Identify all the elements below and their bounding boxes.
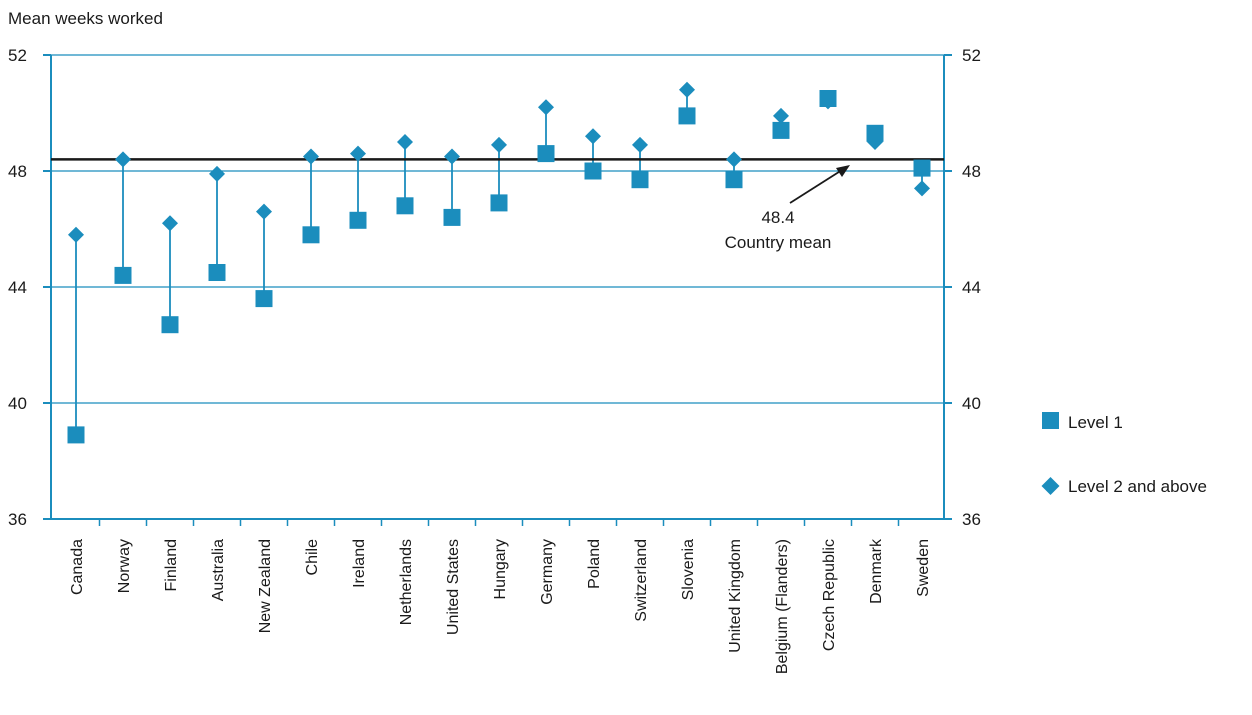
marker-level1-square xyxy=(114,266,132,284)
marker-level2-diamond xyxy=(491,136,507,153)
x-tick-label: Chile xyxy=(304,539,321,576)
y-tick-label-right: 40 xyxy=(962,394,981,413)
marker-level1-square xyxy=(913,159,931,177)
marker-level1-square xyxy=(396,197,414,215)
marker-level2-diamond xyxy=(397,134,413,150)
marker-level2-diamond xyxy=(726,151,742,168)
marker-level1-square xyxy=(631,171,649,189)
marker-level2-diamond xyxy=(303,148,319,165)
x-tick-label: Switzerland xyxy=(633,539,650,622)
marker-level2-diamond xyxy=(773,107,789,124)
marker-level1-square xyxy=(584,162,602,180)
y-tick-label-right: 52 xyxy=(962,46,981,65)
marker-level2-diamond xyxy=(632,136,648,153)
marker-level2-diamond xyxy=(585,128,601,145)
legend-square-icon xyxy=(1042,412,1059,429)
x-tick-label: Ireland xyxy=(351,539,368,588)
marker-level2-diamond xyxy=(162,215,178,232)
y-axis-title: Mean weeks worked xyxy=(8,9,163,28)
axes xyxy=(43,54,952,526)
gridlines xyxy=(51,54,944,404)
marker-level2-diamond xyxy=(679,81,695,98)
x-tick-label: Germany xyxy=(539,539,556,605)
marker-level1-square xyxy=(161,316,179,334)
x-tick-label: United States xyxy=(445,539,462,635)
legend: Level 1 Level 2 and above xyxy=(1041,412,1207,496)
y-tick-label-left: 40 xyxy=(8,394,27,413)
x-tick-label: Denmark xyxy=(868,538,885,604)
marker-level1-square xyxy=(819,90,837,107)
reference-line-group xyxy=(51,158,944,204)
marker-level2-diamond xyxy=(444,148,460,165)
marker-level1-square xyxy=(208,264,226,281)
tick-labels: 36 36 40 40 44 44 48 48 52 52 Canada Norway Finland A… xyxy=(8,46,981,674)
marker-level2-diamond xyxy=(538,99,554,116)
legend-label-level1: Level 1 xyxy=(1068,413,1123,432)
marker-level2-diamond xyxy=(209,165,225,182)
marker-level1-square xyxy=(725,171,743,189)
x-tick-label: New Zealand xyxy=(257,539,274,633)
legend-diamond-icon xyxy=(1041,477,1060,495)
x-tick-label: Hungary xyxy=(492,539,509,599)
marker-level1-square xyxy=(443,208,461,226)
reference-value-label: 48.4 xyxy=(761,208,794,227)
y-tick-label-left: 44 xyxy=(8,278,27,297)
marker-level2-diamond xyxy=(256,203,272,220)
y-tick-label-right: 44 xyxy=(962,278,981,297)
x-tick-label: Sweden xyxy=(915,539,932,597)
reference-text-label: Country mean xyxy=(725,233,832,252)
x-tick-label: United Kingdom xyxy=(727,539,744,653)
annotation-arrow-head xyxy=(836,165,850,177)
legend-label-level2: Level 2 and above xyxy=(1068,477,1207,496)
x-tick-label: Slovenia xyxy=(680,539,697,600)
marker-level1-square xyxy=(255,290,273,308)
y-tick-label-left: 48 xyxy=(8,162,27,181)
x-tick-label: Poland xyxy=(586,539,603,589)
marker-level1-square xyxy=(490,194,508,212)
x-tick-label: Australia xyxy=(210,539,227,601)
marker-level2-diamond xyxy=(350,145,366,162)
y-tick-label-left: 36 xyxy=(8,510,27,529)
y-tick-label-right: 48 xyxy=(962,162,981,181)
marker-level1-square xyxy=(866,124,884,142)
y-tick-label-left: 52 xyxy=(8,46,27,65)
annotation: 48.4 Country mean xyxy=(725,208,832,252)
marker-level1-square xyxy=(678,107,696,125)
markers xyxy=(67,81,931,444)
marker-level2-diamond xyxy=(914,180,930,197)
marker-level2-diamond xyxy=(115,151,131,168)
y-tick-label-right: 36 xyxy=(962,510,981,529)
marker-level1-square xyxy=(67,426,85,444)
marker-level1-square xyxy=(349,211,367,229)
annotation-arrow-shaft xyxy=(789,169,843,204)
x-tick-label: Canada xyxy=(69,539,86,595)
x-tick-label: Netherlands xyxy=(398,539,415,625)
marker-level2-diamond xyxy=(68,226,84,243)
marker-level1-square xyxy=(772,121,790,139)
marker-level1-square xyxy=(302,226,320,244)
x-tick-label: Finland xyxy=(163,539,180,591)
marker-level1-square xyxy=(537,145,555,163)
x-tick-label: Belgium (Flanders) xyxy=(774,539,791,674)
x-tick-label: Norway xyxy=(116,539,133,593)
x-tick-label: Czech Republic xyxy=(821,539,838,651)
